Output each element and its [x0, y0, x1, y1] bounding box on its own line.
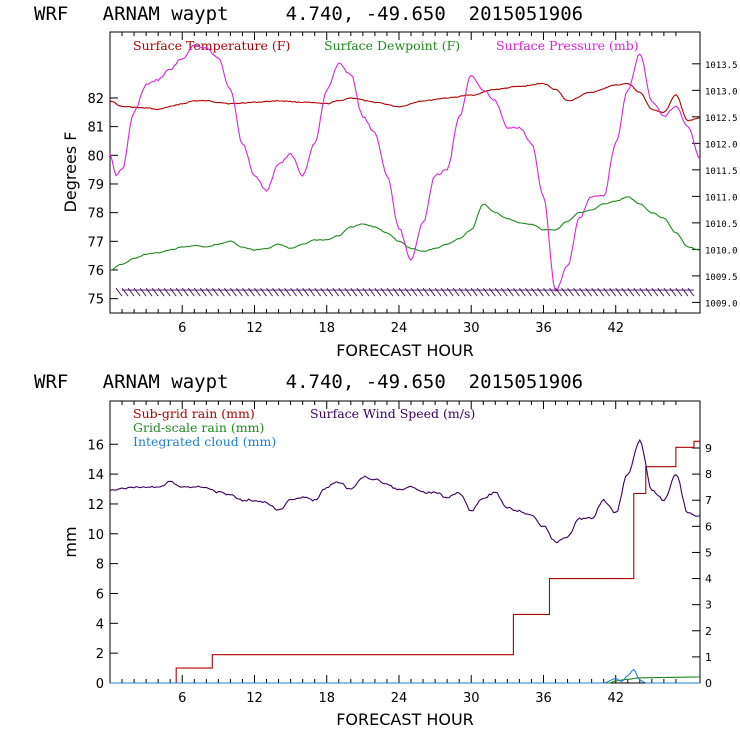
y-tick-label: 14: [87, 468, 104, 483]
x-tick-label: 30: [463, 691, 480, 706]
y2-tick-label: 4: [705, 573, 712, 586]
y-tick-label: 6: [96, 587, 104, 602]
y-tick-label: 81: [87, 121, 104, 136]
y2-tick-label: 9: [705, 442, 712, 455]
panel2-series: [109, 438, 701, 684]
y2-tick-label: 1011.5: [705, 167, 738, 177]
y-tick-label: 8: [96, 558, 104, 573]
panel1-title: WRF ARNAM waypt 4.740, -49.650 201505190…: [34, 3, 583, 25]
x-tick-label: 24: [391, 321, 408, 336]
y-tick-label: 4: [96, 617, 104, 632]
y-tick-label: 82: [87, 92, 104, 107]
integrated-cloud-mm-line: [110, 668, 700, 684]
y2-tick-label: 0: [705, 677, 712, 690]
temperature-panel: WRF ARNAM waypt 4.740, -49.650 201505190…: [34, 3, 738, 360]
surface-temperature-f-line: [109, 82, 700, 122]
panel2-title: WRF ARNAM waypt 4.740, -49.650 201505190…: [34, 371, 583, 393]
x-tick-label: 12: [246, 321, 263, 336]
y2-tick-label: 5: [705, 546, 712, 559]
y-tick-label: 77: [87, 235, 104, 250]
precip-panel: WRF ARNAM waypt 4.740, -49.650 201505190…: [34, 371, 712, 729]
surface-wind-speed-m-s-line: [109, 438, 701, 544]
y2-tick-label: 2: [705, 625, 712, 638]
wind-barbs: [115, 287, 695, 297]
legend-integrated-cloud: Integrated cloud (mm): [133, 434, 276, 449]
x-tick-label: 36: [535, 321, 552, 336]
y2-tick-label: 1010.0: [705, 246, 738, 256]
x-tick-label: 42: [607, 321, 624, 336]
x-tick-label: 6: [178, 321, 186, 336]
y2-tick-label: 1012.5: [705, 114, 738, 124]
y-tick-label: 10: [87, 528, 104, 543]
x-tick-label: 30: [463, 321, 480, 336]
y2-tick-label: 7: [705, 494, 712, 507]
panel1-axes: 6 12 18 24 30 36 42 75 76 77 78 79 80 81 82 1009.0 1009.…: [87, 32, 738, 336]
y2-tick-label: 1009.0: [705, 299, 738, 309]
x-tick-label: 6: [178, 691, 186, 706]
y-tick-label: 78: [87, 207, 104, 222]
legend-surface-dewpoint: Surface Dewpoint (F): [324, 38, 460, 53]
y-tick-label: 2: [96, 647, 104, 662]
panel2-y-axis-title: mm: [61, 526, 80, 557]
x-tick-label: 42: [607, 691, 624, 706]
sub-grid-rain-mm-line: [110, 440, 700, 684]
y-tick-label: 79: [87, 178, 104, 193]
surface-pressure-mb-line: [109, 44, 701, 293]
legend-sub-grid-rain: Sub-grid rain (mm): [133, 406, 255, 421]
panel2-x-axis-title: FORECAST HOUR: [336, 710, 474, 729]
y2-tick-label: 1009.5: [705, 273, 738, 283]
y-tick-label: 12: [87, 498, 104, 513]
legend-surface-temperature: Surface Temperature (F): [133, 38, 290, 53]
y-tick-label: 80: [87, 149, 104, 164]
y-tick-label: 75: [87, 293, 104, 308]
y2-tick-label: 8: [705, 468, 712, 481]
y-tick-label: 16: [87, 438, 104, 453]
y-tick-label: 0: [96, 677, 104, 692]
y-tick-label: 76: [87, 264, 104, 279]
y2-tick-label: 1010.5: [705, 220, 738, 230]
x-tick-label: 12: [246, 691, 263, 706]
legend-surface-pressure: Surface Pressure (mb): [496, 38, 639, 53]
legend-grid-scale-rain: Grid-scale rain (mm): [133, 420, 264, 435]
x-tick-label: 18: [318, 691, 335, 706]
panel1-y-axis-title: Degrees F: [61, 132, 80, 213]
x-tick-label: 24: [391, 691, 408, 706]
y2-tick-label: 1013.0: [705, 87, 738, 97]
y2-tick-label: 1012.0: [705, 140, 738, 150]
y2-tick-label: 1013.5: [705, 61, 738, 71]
panel1-frame: [109, 31, 701, 314]
legend-surface-wind-speed: Surface Wind Speed (m/s): [310, 406, 475, 421]
panel1-x-axis-title: FORECAST HOUR: [336, 341, 474, 360]
y2-tick-label: 1: [705, 651, 712, 664]
y2-tick-label: 3: [705, 599, 712, 612]
y2-tick-label: 6: [705, 520, 712, 533]
y2-tick-label: 1011.0: [705, 193, 738, 203]
x-tick-label: 36: [535, 691, 552, 706]
panel1-series: [109, 44, 701, 297]
x-tick-label: 18: [318, 321, 335, 336]
